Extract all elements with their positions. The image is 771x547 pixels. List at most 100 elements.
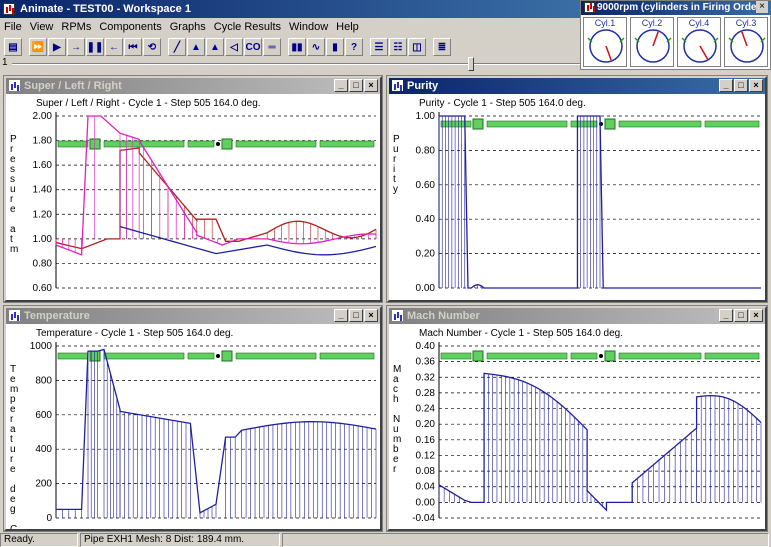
- pipe-icon[interactable]: ═: [263, 38, 281, 56]
- wave-graph-icon[interactable]: ∿: [307, 38, 325, 56]
- y-axis-label-letter: c: [393, 384, 398, 395]
- purity-chart: Purity - Cycle 1 - Step 505 164.0 deg. Pu…: [393, 98, 761, 294]
- y-tick-label: 2.00: [33, 111, 53, 122]
- minimize-button[interactable]: _: [334, 309, 348, 322]
- close-button[interactable]: ×: [364, 309, 378, 322]
- y-tick-label: 1.60: [33, 160, 53, 171]
- y-axis-label-letter: C: [10, 524, 17, 529]
- pipe-segment: [440, 352, 472, 360]
- maximize-button[interactable]: □: [349, 79, 363, 92]
- step-back-icon[interactable]: ←: [105, 38, 123, 56]
- pipe-segment: [570, 352, 598, 360]
- cylinder-gauge: Cyl.3: [724, 17, 768, 67]
- bar-graph-icon[interactable]: ▮▮: [288, 38, 306, 56]
- close-button[interactable]: ×: [749, 309, 763, 322]
- y-axis-label-letter: m: [393, 434, 401, 445]
- valve-icon[interactable]: ◁: [225, 38, 243, 56]
- component-icon[interactable]: CO: [244, 38, 262, 56]
- print-icon[interactable]: ▤: [4, 38, 22, 56]
- menu-cycle-results[interactable]: Cycle Results: [213, 21, 282, 33]
- engine-icon[interactable]: ▲: [187, 38, 205, 56]
- pipe-segment: [235, 140, 317, 148]
- y-axis-label-letter: u: [393, 144, 399, 155]
- pipe-segment: [103, 140, 185, 148]
- series-line: [55, 115, 377, 256]
- y-tick-label: 0.24: [416, 404, 436, 415]
- engine-alt-icon[interactable]: ▲: [206, 38, 224, 56]
- maximize-button[interactable]: □: [349, 309, 363, 322]
- fast-forward-icon[interactable]: ⏩: [29, 38, 47, 56]
- pipe-segment: [235, 352, 317, 360]
- menu-components[interactable]: Components: [99, 21, 162, 33]
- pause-icon[interactable]: ❚❚: [86, 38, 104, 56]
- series-line: [119, 225, 377, 256]
- minimize-button[interactable]: _: [334, 79, 348, 92]
- menu-window[interactable]: Window: [289, 21, 329, 33]
- pipe-segment: [704, 120, 760, 128]
- pressure-panel-title: Super / Left / Right: [24, 80, 122, 92]
- rewind-icon[interactable]: ⏮: [124, 38, 142, 56]
- step-slider[interactable]: 1: [0, 57, 771, 71]
- menu-view[interactable]: View: [29, 21, 54, 33]
- y-tick-label: 800: [35, 375, 52, 386]
- loop-icon[interactable]: ⟲: [143, 38, 161, 56]
- chart-title: Purity - Cycle 1 - Step 505 164.0 deg.: [419, 98, 586, 109]
- purity-panel: Purity _ □ × Purity - Cycle 1 - Step 505…: [386, 75, 768, 303]
- help-icon[interactable]: ?: [345, 38, 363, 56]
- cylinder-gauge: Cyl.1: [583, 17, 627, 67]
- cylinder-label: Cyl.2: [641, 18, 663, 28]
- step-forward-icon[interactable]: →: [67, 38, 85, 56]
- crank-dial-icon: [728, 29, 766, 63]
- maximize-button[interactable]: □: [734, 79, 748, 92]
- y-axis-label-letter: m: [10, 384, 18, 395]
- line-tool-icon[interactable]: ╱: [168, 38, 186, 56]
- cylinder-gauge: Cyl.4: [677, 17, 721, 67]
- cylinder-label: Cyl.3: [735, 18, 757, 28]
- list-icon[interactable]: ≣: [433, 38, 451, 56]
- pressure-chart: Super / Left / Right - Cycle 1 - Step 50…: [10, 98, 377, 294]
- menu-rpms[interactable]: RPMs: [61, 21, 92, 33]
- maximize-button[interactable]: □: [734, 309, 748, 322]
- y-axis-label-letter: r: [10, 144, 14, 155]
- slider-thumb[interactable]: [467, 57, 474, 71]
- y-axis-label-letter: u: [393, 424, 399, 435]
- y-axis-label-letter: a: [10, 424, 16, 435]
- y-tick-label: 1.40: [33, 185, 53, 196]
- slider-track[interactable]: [12, 63, 759, 65]
- y-axis-label-letter: t: [10, 434, 13, 445]
- crank-dial-icon: [587, 29, 625, 63]
- pipe-junction: [216, 354, 220, 358]
- close-button[interactable]: ×: [749, 79, 763, 92]
- y-axis-label-letter: M: [393, 364, 401, 375]
- pipe-segment: [57, 140, 89, 148]
- close-button[interactable]: ×: [364, 79, 378, 92]
- menu-file[interactable]: File: [4, 21, 22, 33]
- app-title-bar: Animate - TEST00 - Workspace 1: [0, 0, 580, 18]
- graph-icon: [9, 80, 20, 91]
- y-axis-label-letter: t: [393, 174, 396, 185]
- y-tick-label: 1.00: [416, 111, 436, 122]
- minimize-button[interactable]: _: [719, 79, 733, 92]
- column-graph-icon[interactable]: ▮: [326, 38, 344, 56]
- minimize-button[interactable]: _: [719, 309, 733, 322]
- menu-help[interactable]: Help: [336, 21, 359, 33]
- y-tick-label: 0.36: [416, 357, 436, 368]
- cascade-icon[interactable]: ◫: [408, 38, 426, 56]
- y-axis-label-letter: P: [10, 134, 17, 145]
- y-axis-label-letter: u: [10, 444, 16, 455]
- close-icon[interactable]: ×: [756, 1, 768, 13]
- pipe-box: [89, 350, 101, 362]
- y-axis-label-letter: y: [393, 184, 398, 195]
- y-axis-label-letter: e: [10, 494, 16, 505]
- chart-title: Mach Number - Cycle 1 - Step 505 164.0 d…: [419, 328, 623, 339]
- y-axis-label-letter: e: [10, 464, 16, 475]
- tile-horizontal-icon[interactable]: ☰: [370, 38, 388, 56]
- y-axis-label-letter: s: [10, 164, 15, 175]
- pipe-box: [221, 350, 233, 362]
- pressure-panel-title-bar: Super / Left / Right _ □ ×: [6, 78, 380, 94]
- menu-graphs[interactable]: Graphs: [169, 21, 206, 33]
- play-icon[interactable]: ▶: [48, 38, 66, 56]
- y-axis-label-letter: a: [10, 224, 16, 235]
- tile-vertical-icon[interactable]: ☷: [389, 38, 407, 56]
- app-title: Animate - TEST00 - Workspace 1: [20, 3, 191, 15]
